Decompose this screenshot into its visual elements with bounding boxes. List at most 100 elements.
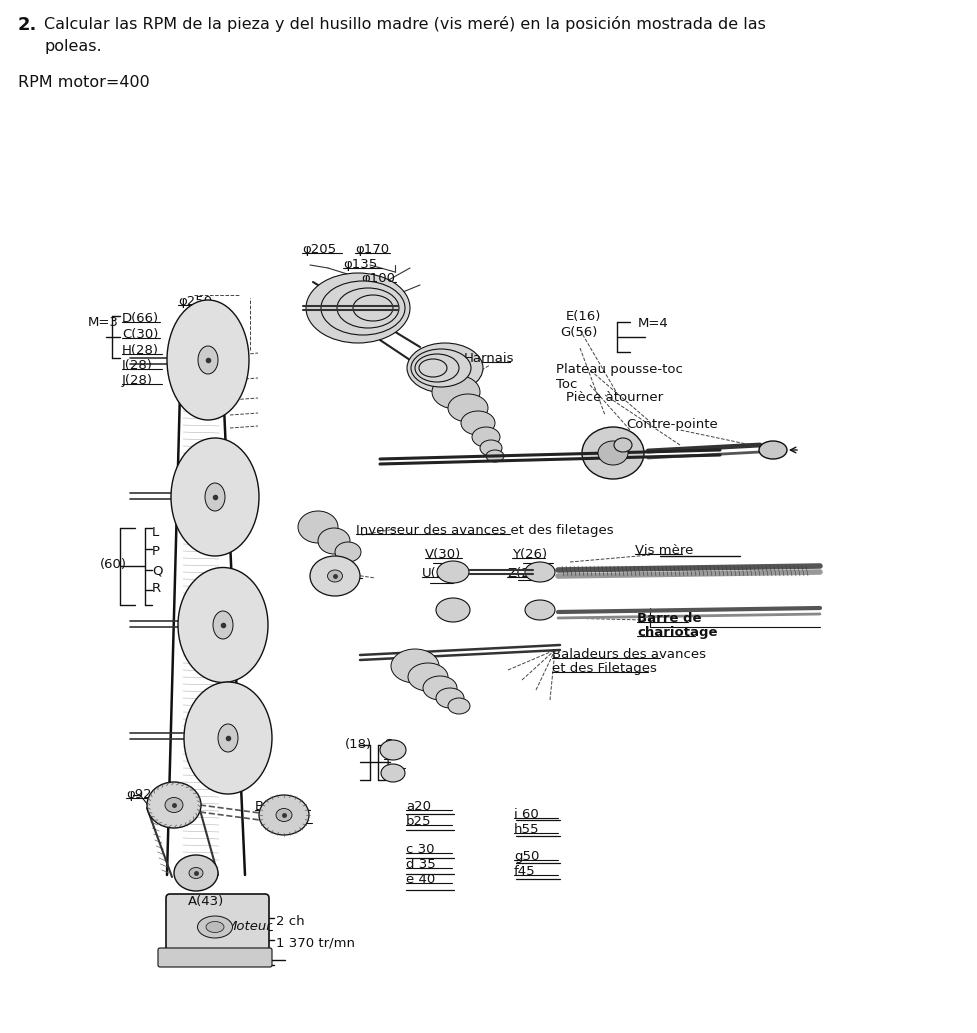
Ellipse shape <box>353 295 393 321</box>
Text: C(30): C(30) <box>122 328 158 341</box>
Ellipse shape <box>614 438 631 452</box>
Text: poleas.: poleas. <box>44 39 102 54</box>
Text: φ250: φ250 <box>178 295 212 308</box>
Ellipse shape <box>337 288 399 328</box>
Ellipse shape <box>758 441 786 459</box>
Ellipse shape <box>320 281 404 335</box>
Ellipse shape <box>447 698 470 714</box>
Text: E(16): E(16) <box>566 310 601 323</box>
Text: b25: b25 <box>405 815 431 828</box>
Text: B(59): B(59) <box>255 800 291 813</box>
Text: φ135: φ135 <box>343 258 377 271</box>
Text: K(28): K(28) <box>322 568 359 581</box>
Text: Inverseur des avances et des filetages: Inverseur des avances et des filetages <box>356 524 613 537</box>
Ellipse shape <box>525 562 554 582</box>
Ellipse shape <box>380 740 405 760</box>
Text: Harnais: Harnais <box>463 352 514 365</box>
Text: Moteur: Moteur <box>226 920 273 933</box>
Ellipse shape <box>276 809 292 821</box>
Ellipse shape <box>197 916 233 938</box>
Ellipse shape <box>174 855 218 891</box>
Ellipse shape <box>525 600 554 620</box>
Ellipse shape <box>167 300 249 420</box>
Text: Vis mère: Vis mère <box>634 544 693 557</box>
Ellipse shape <box>197 346 218 374</box>
Ellipse shape <box>414 354 458 382</box>
Ellipse shape <box>327 570 342 582</box>
Ellipse shape <box>147 782 201 828</box>
Text: Toc: Toc <box>556 378 576 392</box>
Ellipse shape <box>381 764 404 782</box>
Text: i 60: i 60 <box>514 808 538 821</box>
Ellipse shape <box>447 394 488 422</box>
Text: H(28): H(28) <box>122 344 159 357</box>
Ellipse shape <box>410 349 471 387</box>
Text: Z(26): Z(26) <box>506 567 542 580</box>
Text: L: L <box>151 526 159 539</box>
Text: M=4: M=4 <box>637 317 668 330</box>
Ellipse shape <box>213 611 233 639</box>
Ellipse shape <box>423 676 456 700</box>
Ellipse shape <box>418 359 446 377</box>
Ellipse shape <box>298 511 338 543</box>
Ellipse shape <box>407 663 447 691</box>
Ellipse shape <box>310 556 360 596</box>
Text: φ92: φ92 <box>126 788 151 801</box>
Ellipse shape <box>460 411 494 435</box>
Text: Pièce àtourner: Pièce àtourner <box>566 392 662 404</box>
Text: R: R <box>151 582 161 595</box>
Text: chariotage: chariotage <box>636 626 717 639</box>
Ellipse shape <box>259 795 309 835</box>
Text: G(56): G(56) <box>560 326 597 339</box>
Ellipse shape <box>306 273 409 343</box>
Text: 2 ch: 2 ch <box>276 915 304 928</box>
Text: RPM motor=400: RPM motor=400 <box>18 75 149 90</box>
Text: et des Filetages: et des Filetages <box>551 662 657 675</box>
Ellipse shape <box>597 441 627 465</box>
Text: A(43): A(43) <box>188 895 224 908</box>
Ellipse shape <box>480 440 501 456</box>
Text: φ170: φ170 <box>355 243 389 256</box>
Ellipse shape <box>335 542 361 562</box>
Text: T: T <box>384 758 392 771</box>
Text: Plateau pousse-toc: Plateau pousse-toc <box>556 363 682 376</box>
Text: J(28): J(28) <box>122 374 152 387</box>
Text: D(66): D(66) <box>122 312 159 325</box>
Ellipse shape <box>205 483 225 511</box>
Ellipse shape <box>432 375 480 409</box>
Text: d 35: d 35 <box>405 858 436 871</box>
Ellipse shape <box>391 649 439 683</box>
Text: φ100: φ100 <box>361 272 395 285</box>
Ellipse shape <box>437 561 469 583</box>
FancyBboxPatch shape <box>166 894 269 960</box>
Text: M=3: M=3 <box>88 316 119 328</box>
Text: 1 370 tr/mn: 1 370 tr/mn <box>276 936 355 949</box>
Ellipse shape <box>406 343 483 393</box>
Text: U(30): U(30) <box>421 567 458 580</box>
Text: c 30: c 30 <box>405 843 434 856</box>
Text: Q: Q <box>151 564 162 577</box>
Text: P: P <box>151 545 160 558</box>
Text: Barre de: Barre de <box>636 612 701 625</box>
Text: Baladeurs des avances: Baladeurs des avances <box>551 648 705 661</box>
Ellipse shape <box>436 598 470 622</box>
Text: (60): (60) <box>100 558 127 571</box>
Text: h55: h55 <box>514 823 539 836</box>
Ellipse shape <box>171 438 259 556</box>
Text: Y(26): Y(26) <box>512 547 546 561</box>
Ellipse shape <box>189 868 203 878</box>
Ellipse shape <box>218 724 237 752</box>
Text: V(30): V(30) <box>425 547 461 561</box>
Text: e 40: e 40 <box>405 873 435 886</box>
Text: S: S <box>384 738 392 751</box>
Text: Calcular las RPM de la pieza y del husillo madre (vis meré) en la posición mostr: Calcular las RPM de la pieza y del husil… <box>44 15 765 32</box>
Ellipse shape <box>184 682 272 794</box>
Text: I(28): I(28) <box>122 359 152 372</box>
Ellipse shape <box>318 528 350 554</box>
Ellipse shape <box>178 567 268 683</box>
Ellipse shape <box>436 688 463 708</box>
FancyBboxPatch shape <box>158 948 272 967</box>
Text: f45: f45 <box>514 865 535 878</box>
Ellipse shape <box>486 450 503 462</box>
Ellipse shape <box>165 797 183 813</box>
